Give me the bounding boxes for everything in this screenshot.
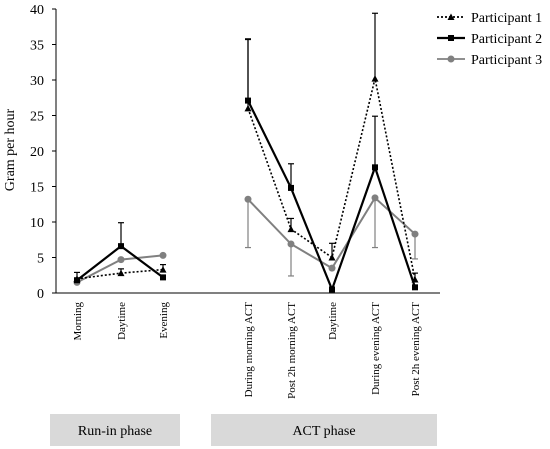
point-1-1-2 <box>328 254 336 261</box>
legend: Participant 1 Participant 2 Participant 3 <box>437 11 542 68</box>
legend-marker-3 <box>447 55 455 63</box>
series-line-1-1 <box>247 78 416 280</box>
phase-label-1: ACT phase <box>292 424 355 439</box>
y-tick-label-5: 5 <box>37 252 44 267</box>
legend-label-1: Participant 1 <box>471 11 542 26</box>
point-1-1-0 <box>244 104 252 112</box>
phase-labels: Run-in phase ACT phase <box>50 414 437 446</box>
y-tick-label-40: 40 <box>30 3 44 18</box>
y-tick-label-15: 15 <box>30 181 44 196</box>
series-1 <box>73 12 419 283</box>
plot-area: 0 5 10 15 20 25 30 35 40 Morning Daytime Evening Dur… <box>30 3 440 399</box>
point-3-0-2 <box>159 251 167 259</box>
point-1-0-2 <box>159 266 167 273</box>
point-2-0-2 <box>160 274 166 281</box>
point-1-1-1 <box>287 225 295 233</box>
point-2-0-1 <box>118 243 124 250</box>
legend-label-3: Participant 3 <box>471 53 542 68</box>
x-tick-label-1-1: Post 2h morning ACT <box>286 302 298 399</box>
phase-box-0 <box>50 414 180 446</box>
x-tick-label-0-1: Daytime <box>116 302 128 340</box>
legend-item-3: Participant 3 <box>437 53 542 68</box>
x-tick-label-1-0: During morning ACT <box>243 302 255 398</box>
point-3-1-3 <box>371 194 379 202</box>
x-tick-label-0-2: Evening <box>158 302 170 339</box>
point-2-1-2 <box>329 286 335 293</box>
series-line-2-1 <box>247 100 417 293</box>
y-tick-label-35: 35 <box>30 39 44 54</box>
point-3-1-4 <box>411 230 419 238</box>
point-3-1-1 <box>287 240 295 248</box>
legend-item-2: Participant 2 <box>437 32 542 47</box>
legend-marker-1 <box>447 13 455 20</box>
point-1-0-1 <box>117 269 125 277</box>
y-axis-label: Gram per hour <box>3 108 18 191</box>
x-tick-label-0-0: Morning <box>72 302 84 341</box>
point-3-1-2 <box>328 264 336 272</box>
phase-box-1 <box>211 414 437 446</box>
y-tick-label-25: 25 <box>30 110 44 125</box>
legend-item-1: Participant 1 <box>437 11 542 26</box>
point-2-1-1 <box>288 184 294 191</box>
legend-label-2: Participant 2 <box>471 32 542 47</box>
y-tick-label-0: 0 <box>37 287 44 302</box>
y-tick-label-20: 20 <box>30 145 44 160</box>
point-2-1-0 <box>245 97 251 104</box>
point-1-1-3 <box>371 75 379 82</box>
series-2 <box>74 38 418 293</box>
x-tick-label-1-3: During evening ACT <box>370 302 382 395</box>
legend-marker-2 <box>448 35 454 41</box>
point-3-1-0 <box>244 195 252 203</box>
phase-label-0: Run-in phase <box>78 424 152 439</box>
point-2-1-4 <box>412 284 418 291</box>
point-3-0-1 <box>117 256 125 264</box>
point-2-1-3 <box>372 164 378 171</box>
point-2-0-0 <box>74 277 80 284</box>
y-tick-label-30: 30 <box>30 74 44 89</box>
x-tick-label-1-2: Daytime <box>327 302 339 340</box>
x-tick-label-1-4: Post 2h evening ACT <box>410 302 422 397</box>
y-tick-label-10: 10 <box>30 216 44 231</box>
